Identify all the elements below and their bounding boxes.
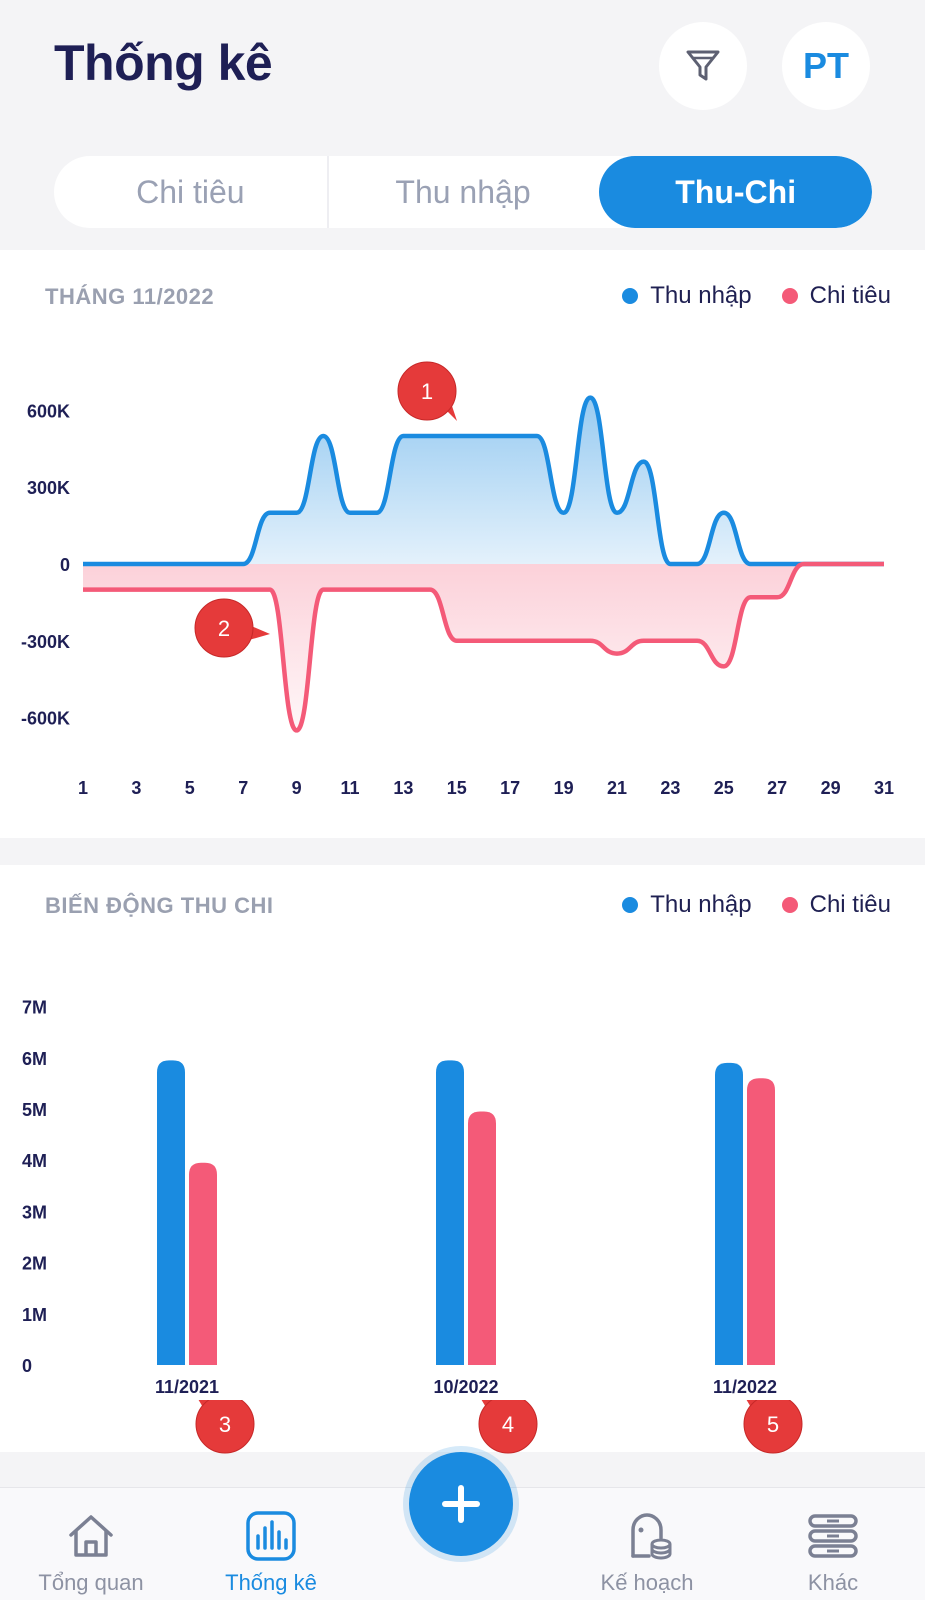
y-tick-label: 0: [60, 555, 70, 575]
x-tick-label: 19: [554, 778, 574, 798]
tab-thu-chi[interactable]: Thu-Chi: [599, 156, 872, 228]
expense-bar[interactable]: [189, 1162, 217, 1365]
legend-expense-label: Chi tiêu: [809, 282, 891, 309]
x-tick-label: 3: [131, 778, 141, 798]
trend-bar-chart: 7M 6M 5M 4M 3M 2M 1M 0 11/2021 10/2022 11/2022: [22, 998, 777, 1397]
legend-expense: Chi tiêu: [781, 891, 891, 919]
income-bar[interactable]: [715, 1062, 743, 1365]
y-tick-label: 6M: [22, 1049, 47, 1069]
x-tick-label: 11: [340, 778, 359, 798]
x-category-label: 11/2021: [155, 1377, 219, 1397]
y-tick-label: 2M: [22, 1254, 47, 1274]
nav-khac[interactable]: Khác: [748, 1488, 918, 1600]
annotation-badge-1-label: 1: [421, 379, 433, 404]
more-icon: [808, 1514, 858, 1558]
x-tick-label: 1: [78, 778, 88, 798]
x-tick-label: 9: [292, 778, 302, 798]
home-icon: [69, 1515, 113, 1557]
trend-chart-title: BIẾN ĐỘNG THU CHI: [45, 893, 274, 918]
income-bar[interactable]: [157, 1060, 185, 1365]
legend-income-label: Thu nhập: [650, 891, 752, 918]
expense-area: [83, 564, 884, 731]
legend-expense-label: Chi tiêu: [809, 891, 891, 918]
y-tick-label: 3M: [22, 1202, 47, 1222]
legend-expense: Chi tiêu: [781, 282, 891, 310]
header: Thống kê PT: [0, 0, 925, 140]
x-category-label: 10/2022: [433, 1377, 498, 1397]
x-tick-label: 15: [447, 778, 467, 798]
tab-thu-nhap[interactable]: Thu nhập: [326, 156, 600, 228]
monthly-chart-card: THÁNG 11/2022 Thu nhập Chi tiêu 600K 300K…: [0, 250, 925, 838]
trend-legend: Thu nhập Chi tiêu: [622, 891, 891, 919]
nav-ke-hoach[interactable]: Kế hoạch: [562, 1488, 732, 1600]
avatar[interactable]: PT: [782, 22, 870, 110]
nav-label: Kế hoạch: [600, 1570, 694, 1595]
plus-icon: [442, 1485, 480, 1523]
income-line: [83, 395, 884, 567]
annotation-badge-2: 2: [194, 598, 270, 658]
legend-income-label: Thu nhập: [650, 282, 752, 309]
nav-tong-quan[interactable]: Tổng quan: [6, 1488, 176, 1600]
annotation-badge-1: 1: [397, 361, 457, 421]
expense-bar[interactable]: [468, 1111, 496, 1365]
filter-icon: [686, 50, 720, 81]
nav-label: Thống kê: [225, 1570, 317, 1595]
piggy-bank-icon: [631, 1513, 672, 1560]
tab-chi-tieu[interactable]: Chi tiêu: [136, 173, 245, 210]
y-tick-label: -600K: [21, 709, 70, 729]
filter-button[interactable]: [659, 22, 747, 110]
y-tick-label: 5M: [22, 1100, 47, 1120]
x-tick-label: 7: [238, 778, 248, 798]
segmented-tabs: Chi tiêu Thu nhập Thu-Chi: [54, 156, 872, 228]
y-tick-label: -300K: [21, 632, 70, 652]
nav-thong-ke[interactable]: Thống kê: [186, 1488, 356, 1600]
legend-income: Thu nhập: [622, 282, 752, 310]
y-tick-label: 4M: [22, 1151, 47, 1171]
monthly-legend: Thu nhập Chi tiêu: [622, 282, 891, 310]
y-tick-label: 300K: [27, 478, 70, 498]
x-tick-label: 27: [767, 778, 787, 798]
nav-label: Khác: [807, 1570, 859, 1595]
x-tick-label: 31: [874, 778, 894, 798]
x-tick-label: 5: [185, 778, 195, 798]
x-tick-label: 25: [714, 778, 734, 798]
x-tick-label: 17: [500, 778, 520, 798]
monthly-chart-title: THÁNG 11/2022: [45, 284, 215, 309]
legend-income-dot: [622, 897, 639, 913]
x-tick-label: 23: [660, 778, 680, 798]
y-tick-label: 600K: [27, 401, 70, 421]
expense-bar[interactable]: [747, 1078, 775, 1365]
income-bar[interactable]: [436, 1060, 464, 1365]
y-tick-label: 7M: [22, 998, 47, 1018]
y-tick-label: 1M: [22, 1305, 47, 1325]
legend-expense-dot: [781, 288, 798, 304]
page-title: Thống kê: [54, 35, 273, 91]
legend-income: Thu nhập: [622, 891, 752, 919]
income-area: [83, 397, 884, 564]
x-category-label: 11/2022: [713, 1377, 777, 1397]
trend-chart-card: BIẾN ĐỘNG THU CHI Thu nhập Chi tiêu 7M 6M…: [0, 865, 925, 1452]
y-tick-label: 0: [22, 1356, 32, 1376]
add-transaction-button[interactable]: [409, 1452, 513, 1556]
x-tick-label: 21: [607, 778, 627, 798]
expense-line: [83, 561, 884, 733]
legend-expense-dot: [781, 897, 798, 913]
annotation-badge-2-label: 2: [218, 616, 230, 641]
legend-income-dot: [622, 288, 639, 304]
chart-icon: [246, 1511, 296, 1561]
x-tick-label: 13: [393, 778, 413, 798]
x-tick-label: 29: [821, 778, 841, 798]
nav-label: Tổng quan: [38, 1570, 144, 1595]
